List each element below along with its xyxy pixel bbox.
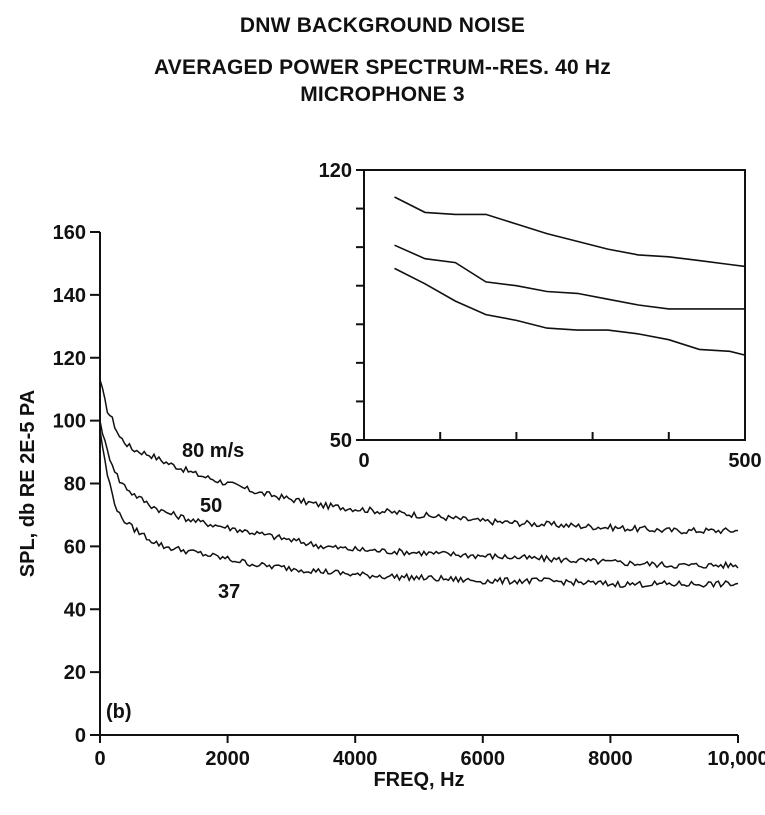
series-line-3 <box>99 429 739 589</box>
series-label-3: 37 <box>218 581 240 603</box>
series-label-2: 50 <box>200 495 222 517</box>
y-tick-label: 40 <box>64 599 86 621</box>
chart-title-line-1: DNW BACKGROUND NOISE <box>239 14 526 37</box>
y-tick-label: 120 <box>53 348 86 370</box>
x-tick-label: 0 <box>94 748 105 770</box>
y-tick-label: 80 <box>64 474 86 496</box>
y-tick-label: 100 <box>53 411 86 433</box>
inset-series-line-2 <box>394 244 745 310</box>
series-line-2 <box>99 420 739 570</box>
inset-series-line-1 <box>394 196 746 268</box>
x-tick-label: 8000 <box>588 748 633 770</box>
x-tick-label: 4000 <box>333 748 378 770</box>
chart-title-line-3: MICROPHONE 3 <box>300 83 465 106</box>
y-tick-label: 140 <box>53 285 86 307</box>
y-axis-label: SPL, db RE 2E-5 PA <box>17 390 39 577</box>
y-tick-label: 0 <box>75 725 86 747</box>
y-tick-label: 20 <box>64 662 86 684</box>
x-tick-label: 10,000 <box>707 748 765 770</box>
x-tick-label: 2000 <box>205 748 250 770</box>
inset-y-tick-label: 120 <box>319 160 352 182</box>
x-tick-label: 6000 <box>461 748 506 770</box>
y-tick-label: 160 <box>53 222 86 244</box>
y-tick-label: 60 <box>64 536 86 558</box>
series-label-1: 80 m/s <box>182 440 244 462</box>
series-line-1 <box>99 379 739 535</box>
inset-y-tick-label: 50 <box>330 430 352 452</box>
inset-series-line-3 <box>394 267 746 356</box>
inset-x-tick-label: 0 <box>358 450 369 472</box>
inset-frame <box>363 169 746 441</box>
chart-title-line-2: AVERAGED POWER SPECTRUM--RES. 40 Hz <box>154 56 611 79</box>
x-axis-label: FREQ, Hz <box>373 769 464 791</box>
panel-label: (b) <box>106 701 132 723</box>
inset-x-tick-label: 500 <box>728 450 761 472</box>
